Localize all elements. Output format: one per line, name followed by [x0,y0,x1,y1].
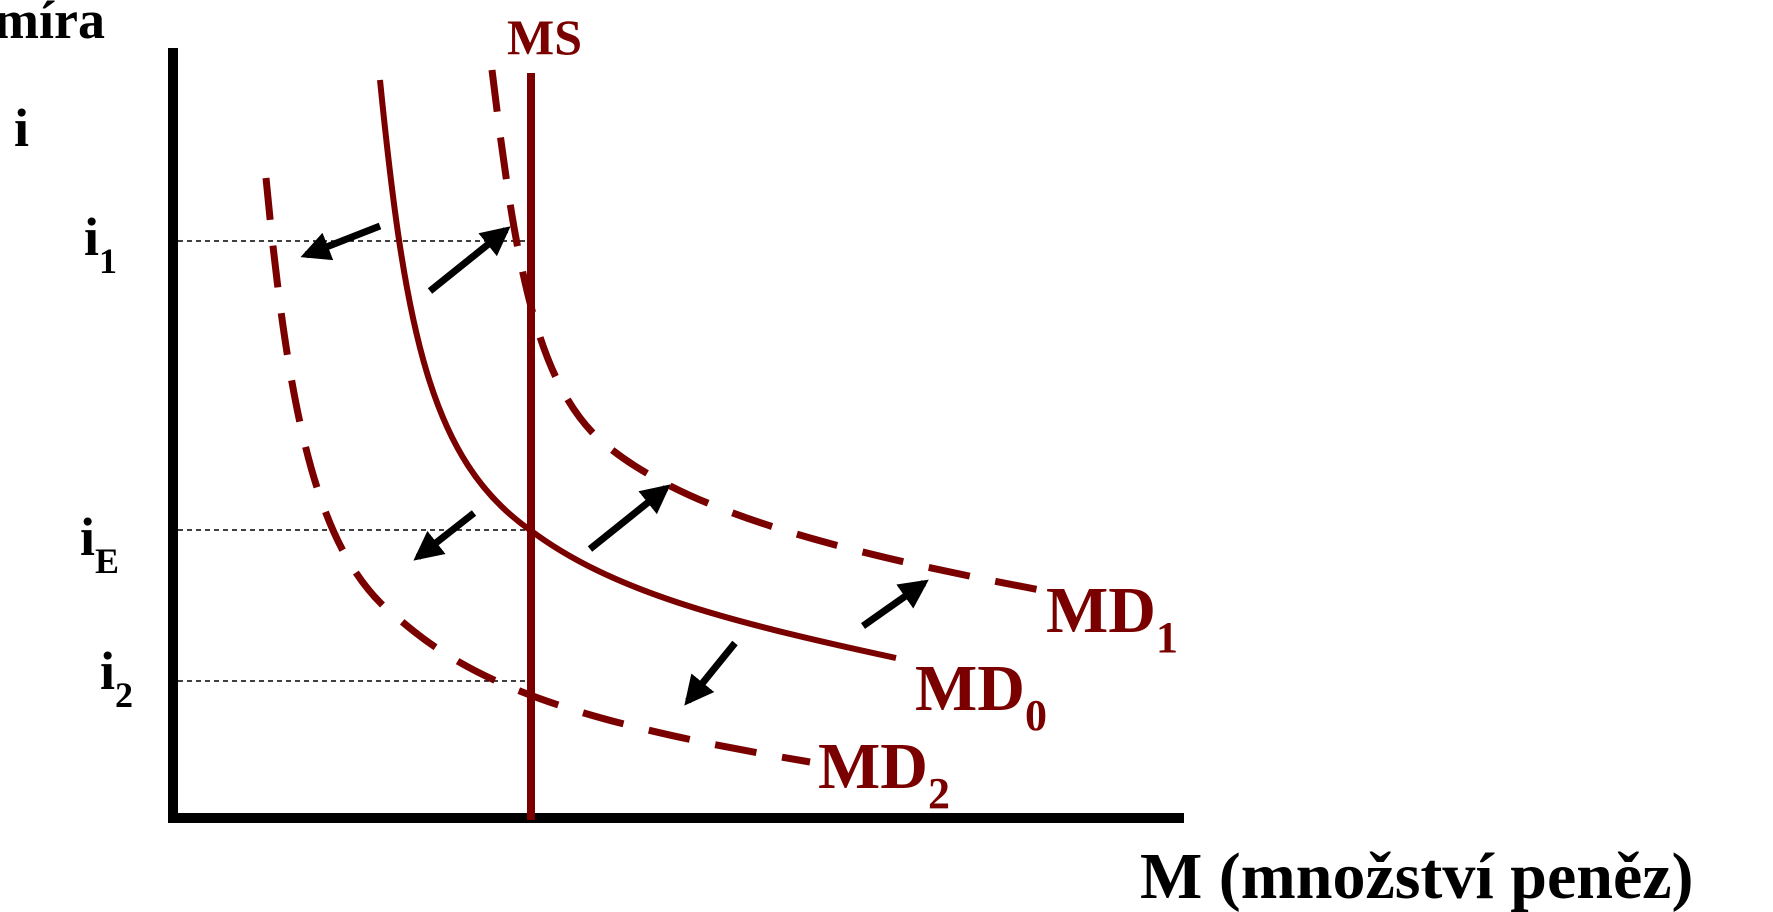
md0-label: MD0 [915,652,1047,740]
tick-label-i2: i2 [100,641,133,715]
md1-label: MD1 [1046,574,1178,662]
y-axis-label-line2: i [14,98,29,158]
tick-label-i1-subscript: 1 [99,241,117,281]
tick-label-i1: i1 [84,207,117,281]
arrow-right-mid [587,484,671,552]
arrow-left-top [300,222,382,261]
tick-label-iE-subscript: E [95,541,119,581]
md2-label: MD2 [818,730,950,818]
md2-curve [262,177,811,766]
md0-label-subscript: 0 [1025,691,1047,740]
x-axis-label: M (množství peněz) [1140,840,1694,912]
arrow-left-mid [413,510,477,561]
y-axis-label-line1: míra [0,0,105,50]
tick-label-i2-subscript: 2 [115,675,133,715]
arrow-left-low [684,640,738,706]
arrow-right-top [427,226,511,294]
arrow-right-low [860,579,929,629]
md2-label-subscript: 2 [928,769,950,818]
tick-label-iE: iE [80,507,119,581]
md1-curve [488,69,1041,594]
ms-label: MS [507,9,582,65]
md1-label-subscript: 1 [1156,613,1178,662]
md0-curve [377,79,897,661]
